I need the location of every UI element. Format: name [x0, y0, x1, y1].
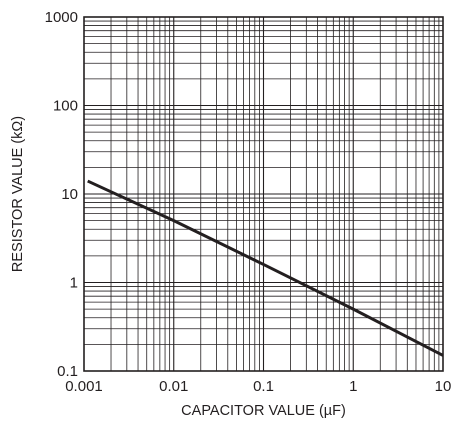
y-tick-label: 0.1	[57, 363, 78, 380]
y-tick-label: 100	[53, 98, 78, 115]
x-axis-ticks: 0.001 0.01 0.1 1 10	[65, 378, 451, 395]
y-tick-label: 1000	[45, 9, 78, 26]
grid	[84, 17, 443, 371]
x-tick-label: 0.01	[159, 378, 188, 395]
y-tick-label: 1	[70, 275, 78, 292]
y-axis-label: RESISTOR VALUE (kΩ)	[10, 116, 26, 272]
x-tick-label: 0.001	[65, 378, 103, 395]
x-tick-label: 1	[349, 378, 357, 395]
series-layer	[87, 179, 444, 357]
x-axis-label: CAPACITOR VALUE (µF)	[181, 403, 346, 419]
plot-frame	[83, 16, 444, 372]
x-tick-label: 0.1	[253, 378, 274, 395]
x-tick-label: 10	[435, 378, 452, 395]
series-line	[87, 179, 444, 357]
y-tick-label: 10	[61, 186, 78, 203]
y-axis-ticks: 0.1 1 10 100 1000	[45, 9, 78, 380]
